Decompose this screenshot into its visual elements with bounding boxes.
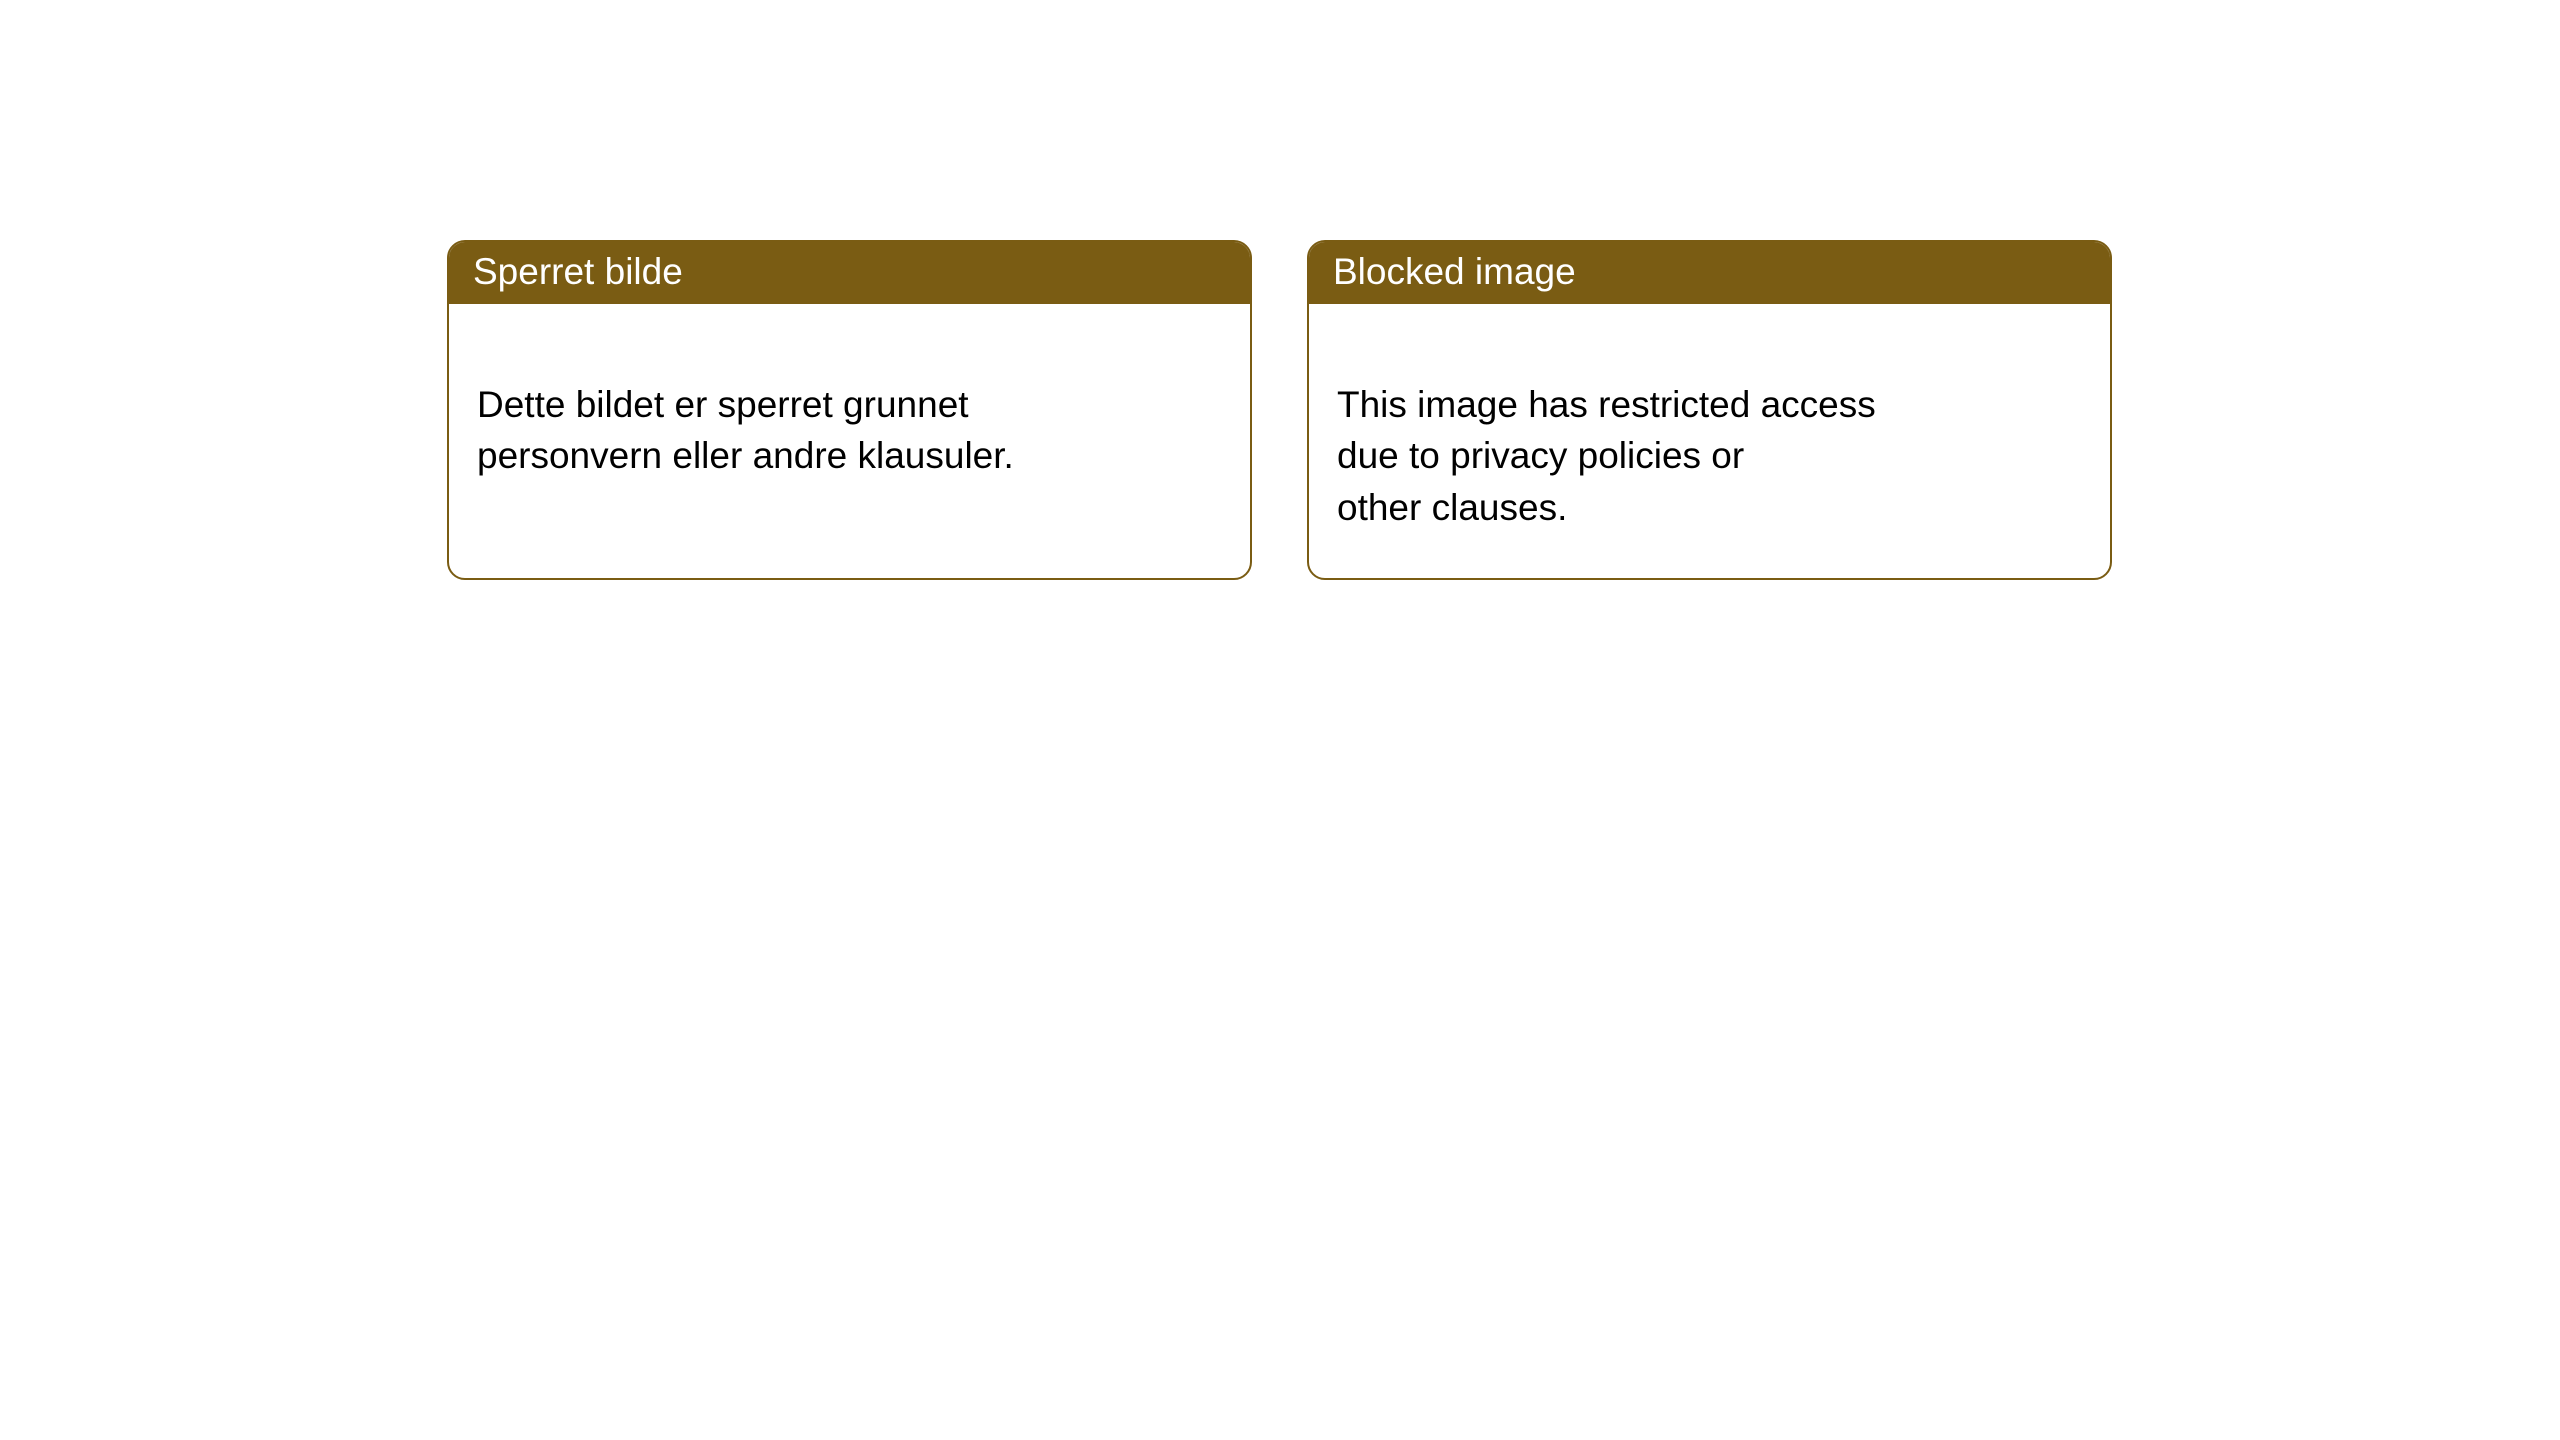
card-header: Sperret bilde (449, 242, 1250, 304)
card-body: This image has restricted access due to … (1309, 304, 2110, 556)
notice-card-en: Blocked image This image has restricted … (1307, 240, 2112, 580)
card-header: Blocked image (1309, 242, 2110, 304)
notice-cards-container: Sperret bilde Dette bildet er sperret gr… (447, 240, 2112, 580)
notice-card-no: Sperret bilde Dette bildet er sperret gr… (447, 240, 1252, 580)
card-body: Dette bildet er sperret grunnet personve… (449, 304, 1250, 505)
card-body-text: This image has restricted access due to … (1337, 384, 1876, 527)
card-title: Sperret bilde (473, 251, 683, 292)
card-body-text: Dette bildet er sperret grunnet personve… (477, 384, 1014, 476)
card-title: Blocked image (1333, 251, 1576, 292)
